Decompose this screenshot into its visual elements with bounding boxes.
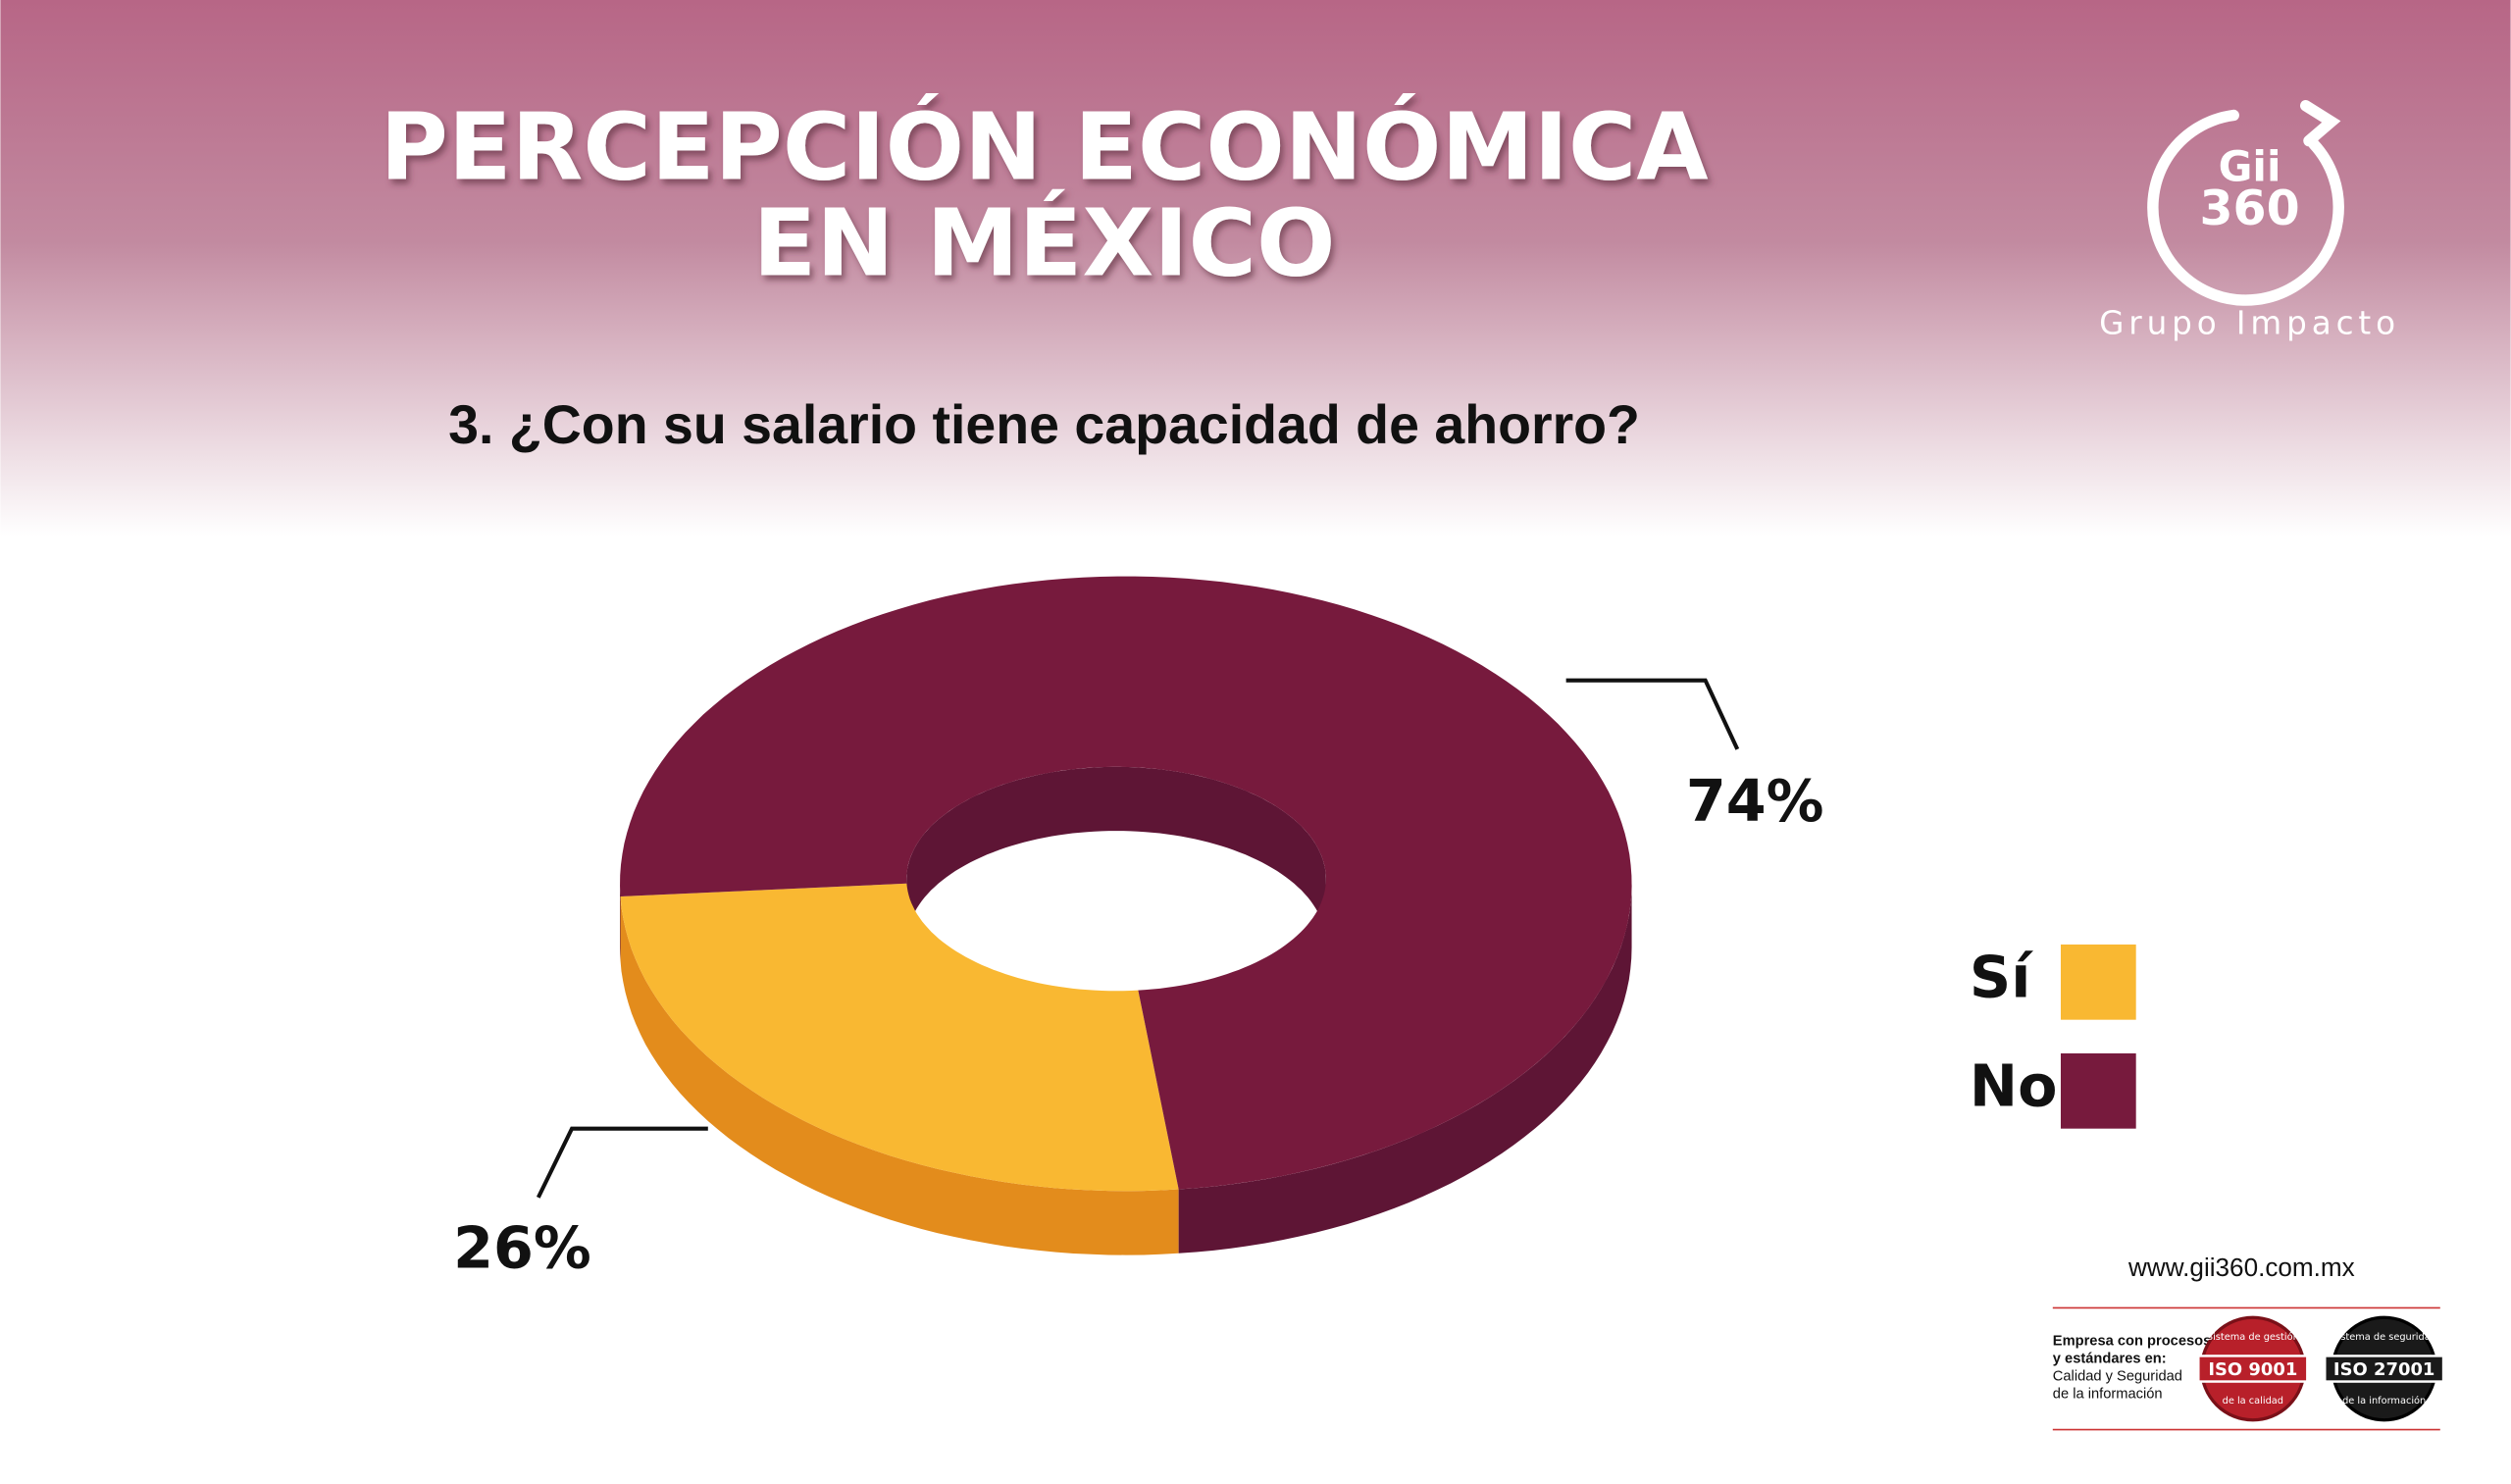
- slice-inner-wall: [906, 766, 1326, 944]
- badge-text: Sistema de seguridad: [2332, 1332, 2436, 1343]
- title-line: EN MÉXICO: [753, 188, 1336, 297]
- legend-swatch: [2060, 944, 2136, 1020]
- footer-text: Empresa con procesos: [2053, 1334, 2211, 1350]
- badge-label: ISO 27001: [2333, 1359, 2435, 1380]
- logo-text: 360: [2199, 180, 2299, 236]
- logo-arrow: [2299, 100, 2341, 147]
- legend-swatch: [2060, 1052, 2136, 1129]
- slice-side: [1178, 883, 1632, 1254]
- legend-label: No: [1970, 1052, 2058, 1120]
- pie: [620, 576, 1632, 1255]
- data-label: 26%: [453, 1213, 591, 1281]
- logo-ring: [2147, 109, 2344, 306]
- legend: Sí No: [1970, 944, 2136, 1129]
- badge-label: ISO 9001: [2208, 1359, 2297, 1380]
- legend-label: Sí: [1970, 944, 2033, 1011]
- footer: www.gii360.com.mx Empresa con procesos y…: [2052, 1253, 2445, 1431]
- logo-name: Grupo Impacto: [2099, 304, 2400, 341]
- leader-line: [1565, 678, 1740, 750]
- badge-text: Sistema de gestión: [2207, 1331, 2299, 1343]
- header-bg: [0, 0, 2511, 537]
- url: www.gii360.com.mx: [2127, 1253, 2355, 1282]
- logo: Gii 360 Grupo Impacto: [2099, 100, 2400, 341]
- badge-band: [2324, 1355, 2445, 1383]
- badge-band: [2197, 1355, 2309, 1383]
- slice: [620, 576, 1632, 1190]
- footer-text: de la información: [2053, 1386, 2163, 1402]
- footer-text: y estándares en:: [2053, 1352, 2167, 1367]
- slice: [620, 883, 1179, 1192]
- title-line: PERCEPCIÓN ECONÓMICA: [380, 93, 1708, 202]
- subtitle: 3. ¿Con su salario tiene capacidad de ah…: [448, 394, 1640, 455]
- logo-text: Gii: [2219, 144, 2281, 192]
- slice-side: [620, 896, 1179, 1255]
- data-label: 74%: [1686, 767, 1824, 835]
- badge-text: de la calidad: [2223, 1396, 2283, 1407]
- footer-text: Calidad y Seguridad: [2053, 1369, 2182, 1385]
- leader-line: [536, 1126, 708, 1199]
- badge-text: de la información: [2342, 1395, 2426, 1407]
